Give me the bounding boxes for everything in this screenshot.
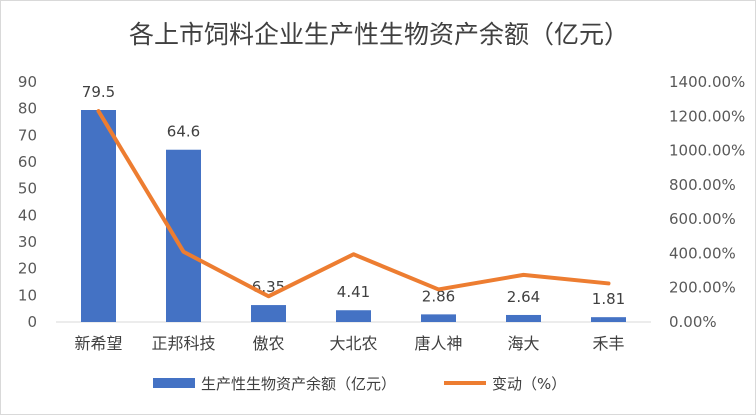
x-category-label: 傲农 [252,334,284,353]
y-right-tick-label: 600.00% [669,210,736,228]
y-left-tick-label: 0 [27,313,37,331]
y-left-tick-label: 30 [18,233,37,251]
y-left-tick-label: 60 [18,153,37,171]
y-right-tick-label: 200.00% [669,279,736,297]
y-right-tick-label: 0.00% [669,313,717,331]
bar-data-label: 2.64 [507,288,540,306]
legend-swatch-bars [153,378,195,388]
bar [591,317,626,322]
bar [81,110,116,322]
bar-data-label: 1.81 [592,290,625,308]
y-right-tick-label: 800.00% [669,176,736,194]
bar-data-label: 64.6 [167,123,200,141]
y-left-tick-label: 40 [18,206,37,224]
legend-label-line: 变动（%） [492,375,566,393]
x-category-label: 大北农 [329,334,377,353]
legend-label-bars: 生产性生物资产余额（亿元） [201,375,396,393]
y-right-tick-label: 1000.00% [669,142,745,160]
y-left-tick-label: 90 [18,73,37,91]
bar [251,305,286,322]
y-right-tick-label: 1200.00% [669,107,745,125]
y-right-tick-label: 1400.00% [669,73,745,91]
y-left-tick-label: 70 [18,126,37,144]
bar-data-label: 79.5 [82,83,115,101]
bar-data-label: 4.41 [337,283,370,301]
bar [506,315,541,322]
bar [336,310,371,322]
bar [421,314,456,322]
y-left-tick-label: 20 [18,260,37,278]
x-category-label: 正邦科技 [151,334,215,353]
x-category-label: 海大 [507,334,539,353]
x-category-label: 禾丰 [592,334,624,353]
bar [166,150,201,322]
bar-data-label: 6.35 [252,278,285,296]
x-category-label: 唐人神 [414,334,462,353]
x-category-label: 新希望 [74,334,122,353]
y-left-tick-label: 50 [18,180,37,198]
y-left-tick-label: 10 [18,286,37,304]
y-right-tick-label: 400.00% [669,244,736,262]
y-left-tick-label: 80 [18,100,37,118]
